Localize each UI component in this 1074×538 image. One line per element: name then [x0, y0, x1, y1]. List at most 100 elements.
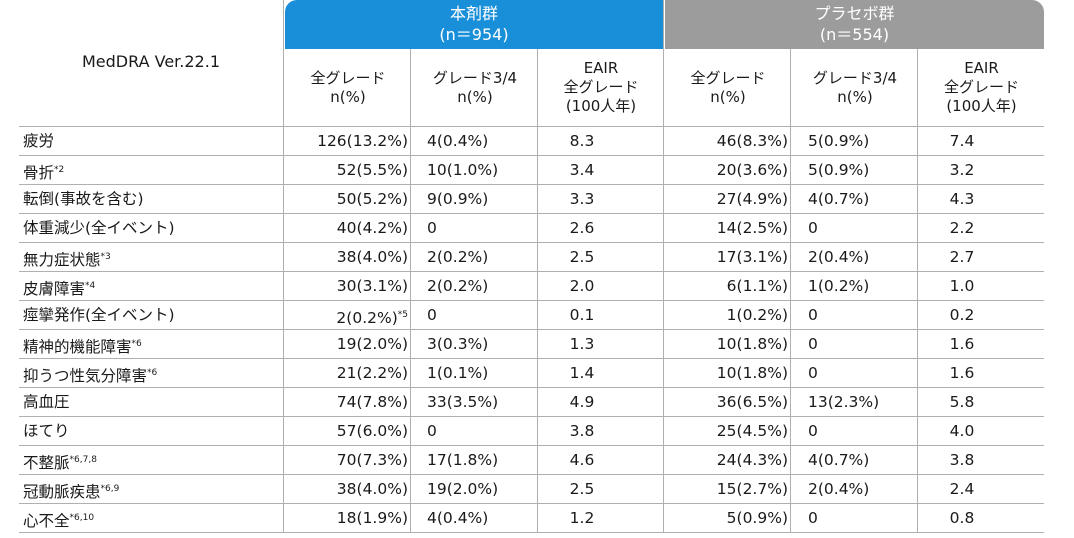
- cell-value: 25(4.5%): [716, 422, 788, 440]
- footnote-marker: *4: [85, 281, 96, 291]
- table-cell: 18(1.9%): [337, 504, 408, 532]
- table-cell: 2.2: [922, 214, 1002, 242]
- cell-value: 0: [808, 422, 818, 440]
- table-cell: 1(0.2%): [808, 272, 869, 300]
- table-cell: 5(0.9%): [808, 156, 869, 184]
- table-cell: 24(4.3%): [717, 446, 788, 474]
- column-header-line: 全グレード: [310, 68, 386, 87]
- table-row: 精神的機能障害*6 19(2.0%) 3(0.3%) 1.3 10(1.8%) 0 1.6: [19, 329, 1044, 358]
- table-cell: 4.0: [922, 417, 1002, 445]
- table-cell: 14(2.5%): [717, 214, 788, 242]
- table-cell: 1(0.2%): [727, 301, 788, 329]
- cell-value: 19(2.0%): [336, 335, 408, 353]
- cell-value: 3.8: [949, 451, 975, 469]
- cell-value: 1(0.1%): [427, 364, 489, 382]
- row-label: 精神的機能障害*6: [23, 330, 142, 358]
- table-row: 皮膚障害*4 30(3.1%) 2(0.2%) 2.0 6(1.1%) 1(0.2%) 1.…: [19, 271, 1044, 300]
- cell-value: 70(7.3%): [336, 451, 408, 469]
- column-header-line: EAIR: [964, 59, 999, 77]
- cell-value: 4.6: [569, 451, 595, 469]
- cell-value: 0: [427, 422, 437, 440]
- cell-value: 10(1.8%): [716, 335, 788, 353]
- cell-value: 0.2: [949, 306, 975, 324]
- table-cell: 17(3.1%): [717, 243, 788, 271]
- cell-value: 3.4: [569, 161, 595, 179]
- cell-value: 0: [427, 219, 437, 237]
- table-cell: 0: [808, 359, 818, 387]
- cell-value: 21(2.2%): [336, 364, 408, 382]
- cell-value: 4(0.4%): [427, 509, 489, 527]
- cell-value: 0: [808, 219, 818, 237]
- cell-value: 1(0.2%): [726, 306, 788, 324]
- table-row: 体重減少(全イベント) 40(4.2%) 0 2.6 14(2.5%) 0 2.2: [19, 213, 1044, 242]
- table-cell: 3.8: [542, 417, 622, 445]
- table-cell: 13(2.3%): [808, 388, 879, 416]
- table-cell: 25(4.5%): [717, 417, 788, 445]
- table-cell: 0: [808, 214, 818, 242]
- table-cell: 1.6: [922, 359, 1002, 387]
- footnote-marker: *3: [100, 252, 111, 262]
- column-header: EAIR 全グレード (100人年): [919, 49, 1044, 126]
- cell-value: 3.8: [569, 422, 595, 440]
- cell-value: 46(8.3%): [716, 132, 788, 150]
- table-cell: 2(0.2%): [427, 272, 488, 300]
- column-header-line: 全グレード: [563, 78, 639, 96]
- column-header: グレード3/4 n(%): [412, 49, 538, 126]
- cell-value: 0: [808, 364, 818, 382]
- group-n: (n＝954): [439, 25, 509, 44]
- column-divider: [790, 49, 791, 532]
- row-label-text: 心不全: [23, 512, 70, 530]
- table-cell: 8.3: [542, 127, 622, 155]
- table-cell: 4(0.4%): [427, 127, 488, 155]
- cell-value: 4(0.7%): [808, 190, 870, 208]
- row-label: 冠動脈疾患*6,9: [23, 475, 119, 503]
- row-label-text: 不整脈: [23, 454, 70, 472]
- table-cell: 1.6: [922, 330, 1002, 358]
- column-divider: [663, 0, 664, 532]
- cell-value: 1.3: [569, 335, 595, 353]
- table-cell: 126(13.2%): [317, 127, 408, 155]
- table-cell: 36(6.5%): [717, 388, 788, 416]
- footnote-marker: *5: [397, 310, 408, 320]
- cell-value: 13(2.3%): [808, 393, 880, 411]
- row-label-text: 骨折: [23, 164, 55, 182]
- table-cell: 10(1.0%): [427, 156, 498, 184]
- row-label-text: 精神的機能障害: [23, 338, 132, 356]
- table-cell: 74(7.8%): [337, 388, 408, 416]
- cell-value: 24(4.3%): [716, 451, 788, 469]
- cell-value: 5.8: [949, 393, 975, 411]
- table-cell: 5.8: [922, 388, 1002, 416]
- cell-value: 27(4.9%): [716, 190, 788, 208]
- cell-value: 40(4.2%): [336, 219, 408, 237]
- cell-value: 17(3.1%): [716, 248, 788, 266]
- table-row: 痙攣発作(全イベント) 2(0.2%)*5 0 0.1 1(0.2%) 0 0.2: [19, 300, 1044, 329]
- row-label: 無力症状態*3: [23, 243, 111, 271]
- table-cell: 2.0: [542, 272, 622, 300]
- table-cell: 9(0.9%): [427, 185, 488, 213]
- cell-value: 5(0.9%): [808, 132, 870, 150]
- cell-value: 2(0.2%): [336, 309, 398, 327]
- table-cell: 38(4.0%): [337, 475, 408, 503]
- cell-value: 30(3.1%): [336, 277, 408, 295]
- table-cell: 2.4: [922, 475, 1002, 503]
- table-cell: 0: [808, 504, 818, 532]
- table-cell: 7.4: [922, 127, 1002, 155]
- table-cell: 0.1: [542, 301, 622, 329]
- cell-value: 20(3.6%): [716, 161, 788, 179]
- table-cell: 0: [427, 417, 437, 445]
- column-divider: [917, 49, 918, 532]
- table-cell: 3(0.3%): [427, 330, 488, 358]
- cell-value: 4(0.4%): [427, 132, 489, 150]
- column-header-line: n(%): [710, 87, 746, 106]
- table-cell: 3.3: [542, 185, 622, 213]
- group-name: 本剤群: [449, 4, 498, 23]
- cell-value: 2.6: [569, 219, 595, 237]
- table-cell: 30(3.1%): [337, 272, 408, 300]
- row-label-text: 高血圧: [23, 393, 70, 411]
- table-cell: 46(8.3%): [717, 127, 788, 155]
- table-cell: 20(3.6%): [717, 156, 788, 184]
- column-header-line: (100人年): [946, 97, 1017, 115]
- cell-value: 5(0.9%): [726, 509, 788, 527]
- cell-value: 2.0: [569, 277, 595, 295]
- table-cell: 0.8: [922, 504, 1002, 532]
